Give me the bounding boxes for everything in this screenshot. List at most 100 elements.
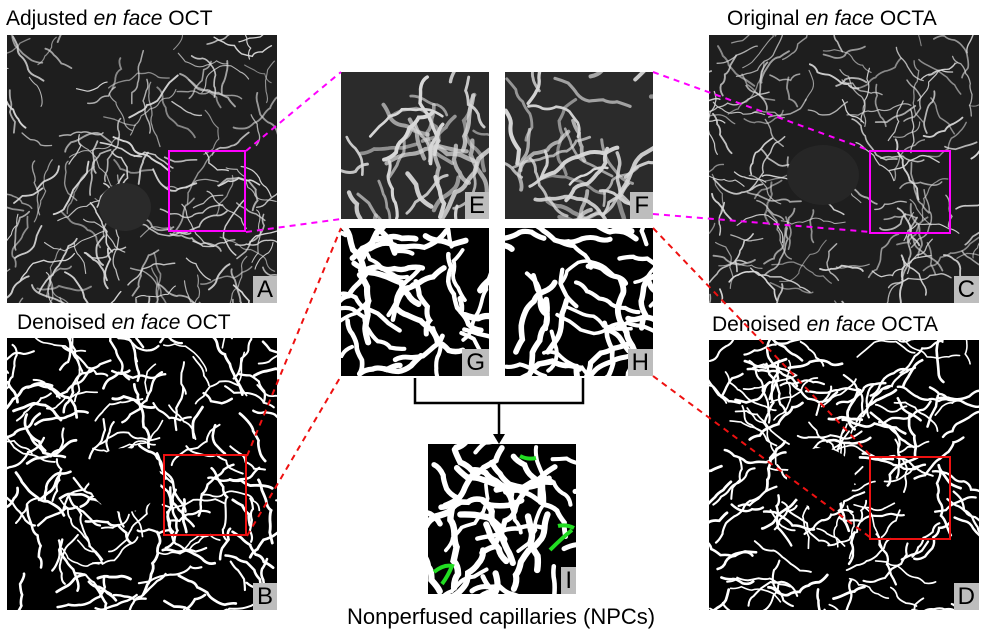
vessel-segment (15, 392, 52, 422)
vessel-segment (709, 175, 745, 187)
vessel-segment (36, 165, 60, 191)
vessel-segment (155, 452, 187, 513)
vessel-segment (216, 174, 234, 216)
vessel-segment (451, 547, 487, 594)
vessel-segment (163, 599, 228, 610)
vessel-segment (899, 181, 943, 189)
vessel-segment (356, 192, 382, 219)
vessel-segment (464, 75, 486, 129)
vessel-segment (420, 114, 457, 143)
vessel-segment (625, 314, 653, 323)
vessel-segment (33, 409, 89, 426)
vessel-segment (535, 228, 613, 245)
vessel-segment (865, 388, 898, 408)
vessel-segment (181, 498, 188, 534)
vessel-segment (38, 237, 78, 293)
vessel-segment (716, 550, 758, 571)
vessel-segment (7, 437, 56, 463)
vessel-segment (935, 340, 945, 384)
vessel-segment (28, 76, 43, 107)
vessel-segment (767, 573, 829, 597)
vessel-segment (558, 267, 579, 309)
vessel-segment (742, 35, 774, 69)
vessel-segment (771, 559, 794, 608)
vessel-segment (848, 577, 890, 600)
vessel-segment (879, 213, 907, 231)
vessel-segment (894, 438, 909, 493)
vessel-segment (545, 199, 588, 219)
vessel-segment (33, 159, 53, 223)
vessel-segment (442, 445, 505, 509)
vessel-segment (220, 60, 229, 95)
npc-segment (432, 563, 455, 586)
vessel-segment (816, 588, 821, 610)
vessel-segment (256, 192, 277, 208)
vessel-segment (240, 165, 272, 198)
vessel-segment (614, 276, 639, 363)
vessel-segment (341, 344, 354, 358)
vessel-segment (128, 572, 167, 610)
vessel-segment (587, 351, 642, 376)
vessel-segment (58, 131, 104, 137)
vessel-segment (148, 81, 161, 148)
caption-npcs: Nonperfused capillaries (NPCs) (347, 604, 656, 629)
vessel-segment (222, 198, 246, 256)
vessel-segment (212, 338, 244, 396)
vessel-segment (828, 603, 839, 610)
vessel-segment (871, 254, 932, 278)
vessel-segment (73, 242, 87, 275)
panel-letter-i: I (561, 567, 576, 594)
vessel-segment (922, 116, 964, 138)
vessel-segment (886, 456, 919, 487)
vessel-segment (62, 369, 95, 414)
vessel-segment (180, 361, 187, 395)
vessel-segment (711, 588, 731, 610)
vessel-segment (230, 268, 243, 303)
vessel-segment (384, 144, 469, 166)
vessel-segment (103, 116, 137, 127)
vessel-segment (432, 138, 442, 184)
vessel-segment (961, 250, 979, 266)
vessel-segment (889, 586, 918, 607)
vessel-segment (17, 572, 26, 610)
vessel-segment (113, 158, 154, 174)
vessel-segment (111, 151, 129, 189)
vessel-segment (475, 523, 548, 541)
vessel-segment (44, 47, 73, 70)
vessel-segment (584, 341, 630, 376)
vessel-segment (102, 369, 131, 390)
vessel-segment (7, 213, 19, 242)
vessel-segment (638, 273, 653, 331)
vessel-segment (19, 252, 75, 282)
vessel-segment (94, 593, 138, 610)
vessel-segment (530, 273, 550, 332)
vessel-segment (733, 171, 767, 183)
vessel-segment (111, 57, 123, 90)
vessel-segment (527, 104, 581, 139)
vessel-segment (11, 215, 29, 268)
vessel-segment (731, 35, 750, 44)
vessel-segment (203, 109, 220, 155)
vessel-segment (206, 190, 247, 230)
vessel-segment (921, 178, 949, 222)
vessel-segment (229, 255, 248, 303)
vessel-segment (845, 537, 892, 572)
vessel-segment (933, 35, 970, 79)
vessel-segment (639, 228, 649, 247)
vessel-segment (191, 405, 204, 439)
vessel-segment (103, 117, 122, 183)
panel-letter-a: A (252, 276, 277, 303)
vessel-segment (341, 302, 368, 323)
npc-segment (557, 523, 575, 530)
vessel-segment (62, 480, 94, 512)
vessel-segment (956, 252, 979, 260)
vessel-segment (413, 279, 433, 337)
vessel-segment (68, 136, 120, 158)
vessel-segment (188, 60, 212, 100)
vessel-segment (360, 228, 386, 261)
vessel-segment (89, 149, 112, 196)
vessel-segment (748, 174, 782, 205)
vessel-segment (927, 121, 967, 158)
vessel-segment (14, 224, 43, 259)
vessel-segment (937, 463, 962, 490)
